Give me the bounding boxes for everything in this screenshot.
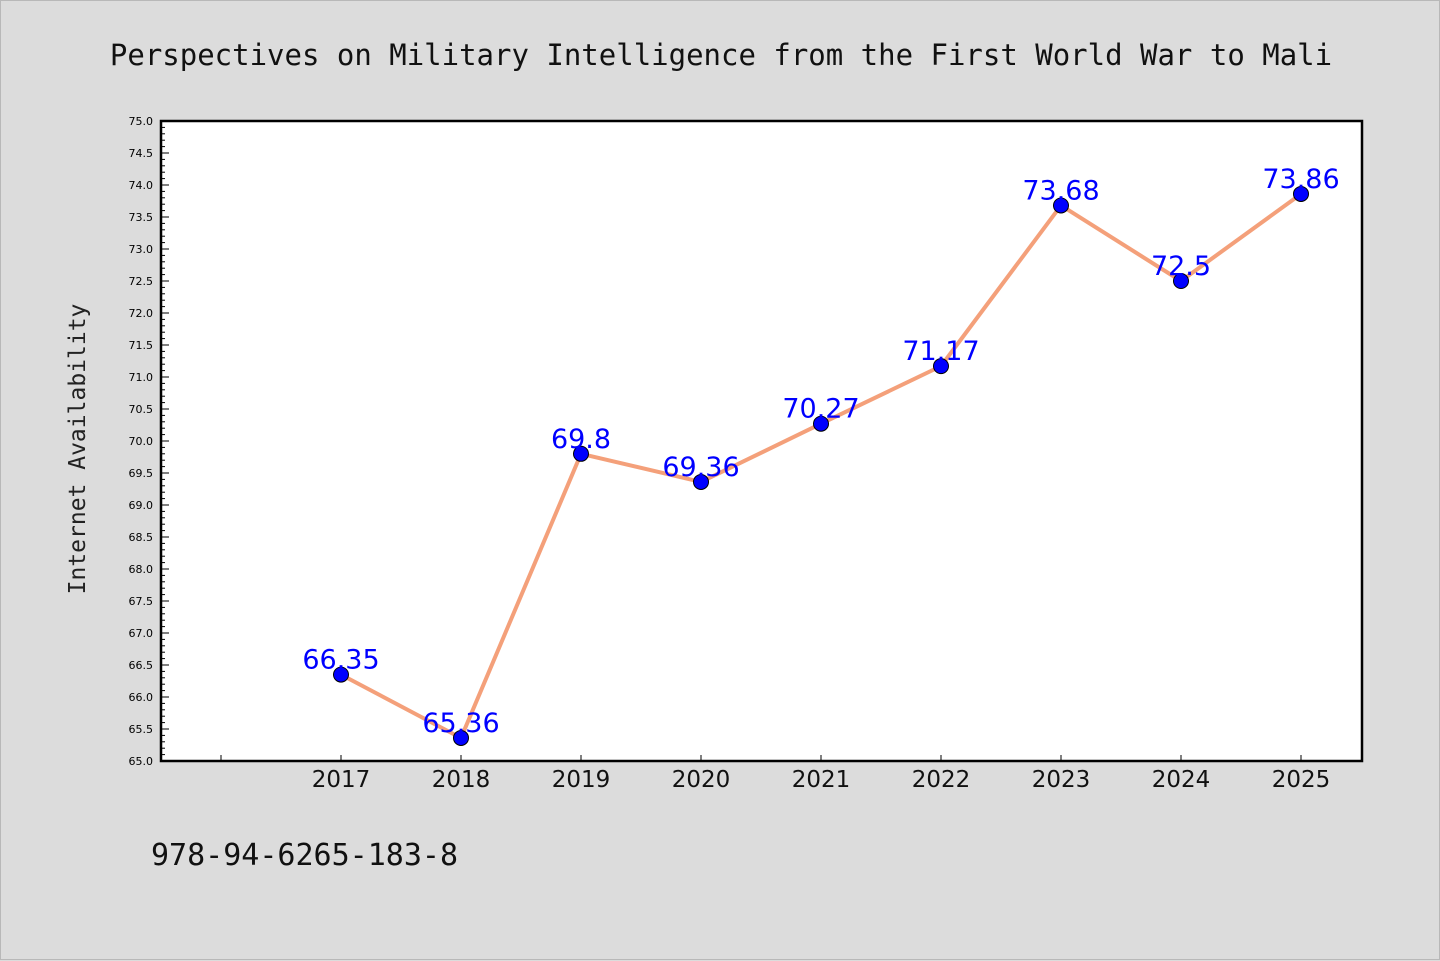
y-tick-label: 66.0 [129,691,154,704]
data-labels: 66.35 65.36 69.8 69.36 70.27 71.17 73.68 72.5 73… [302,164,1339,739]
y-tick-label: 66.5 [129,659,154,672]
y-tick-label: 71.0 [129,371,154,384]
y-tick-label: 72.5 [129,275,154,288]
x-tick-label: 2023 [1032,767,1091,793]
y-tick-label: 65.5 [129,723,154,736]
data-point-marker [1293,185,1309,202]
x-tick-label: 2019 [552,767,611,793]
data-point-marker [453,729,469,746]
y-tick-label: 73.0 [129,243,154,256]
x-tick-label: 2020 [672,767,731,793]
data-point-marker [1053,197,1069,214]
y-axis-ticks: 65.0 65.5 66.0 66.5 67.0 67.5 68.0 68.5 69.0 69.5… [129,115,169,768]
x-tick-label: 2025 [1272,767,1331,793]
y-tick-label: 75.0 [129,115,154,128]
data-label: 65.36 [422,708,499,739]
y-tick-label: 68.5 [129,531,154,544]
y-tick-label: 70.0 [129,435,154,448]
data-label: 69.36 [662,452,739,483]
data-point-marker [933,358,949,375]
y-tick-label: 72.0 [129,307,154,320]
y-tick-label: 69.0 [129,499,154,512]
data-label: 69.8 [551,424,611,455]
x-tick-label: 2018 [432,767,491,793]
y-tick-label: 69.5 [129,467,154,480]
y-tick-label: 73.5 [129,211,154,224]
y-tick-label: 67.5 [129,595,154,608]
data-point-marker [1173,273,1189,289]
data-point-marker [693,473,709,490]
y-tick-label: 65.0 [129,755,154,768]
plot-area [159,119,1364,763]
y-tick-label: 70.5 [129,403,154,416]
x-tick-label: 2024 [1152,767,1211,793]
y-axis-label: Internet Availability [65,304,91,595]
data-label: 66.35 [302,645,379,676]
x-tick-label: 2022 [912,767,971,793]
data-label: 72.5 [1151,251,1211,282]
x-axis-ticks: 2017 2018 2019 2020 2021 2022 2023 2024 2025 [220,755,1331,793]
y-tick-label: 74.0 [129,179,154,192]
y-tick-label: 67.0 [129,627,154,640]
data-point-marker [333,666,349,683]
x-tick-label: 2021 [792,767,851,793]
data-label: 73.68 [1022,175,1099,206]
y-tick-label: 74.5 [129,147,154,160]
y-tick-label: 71.5 [129,339,154,352]
chart-title: Perspectives on Military Intelligence fr… [110,38,1332,72]
data-label: 71.17 [902,336,979,367]
data-point-marker [813,415,829,432]
data-label: 70.27 [782,394,859,425]
data-label: 73.86 [1262,164,1339,195]
data-point-marker [573,445,589,462]
y-tick-label: 68.0 [129,563,154,576]
x-tick-label: 2017 [312,767,371,793]
isbn-footer: 978-94-6265-183-8 [151,838,458,873]
series-layer [333,185,1309,746]
